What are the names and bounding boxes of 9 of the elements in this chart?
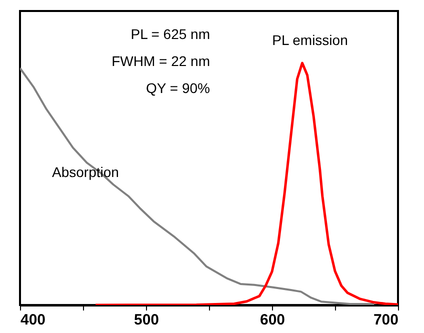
x-tick-label: 700: [373, 312, 398, 328]
text: PL = 625 nm: [130, 26, 210, 42]
annotation: QY = 90%: [146, 80, 210, 96]
annotation: FWHM = 22 nm: [112, 53, 210, 69]
series-label: PL emission: [272, 32, 348, 48]
series-label: Absorption: [52, 164, 119, 180]
x-tick-label: 600: [260, 312, 286, 328]
x-tick-label: 400: [20, 312, 46, 328]
x-tick-label: 500: [134, 312, 160, 328]
